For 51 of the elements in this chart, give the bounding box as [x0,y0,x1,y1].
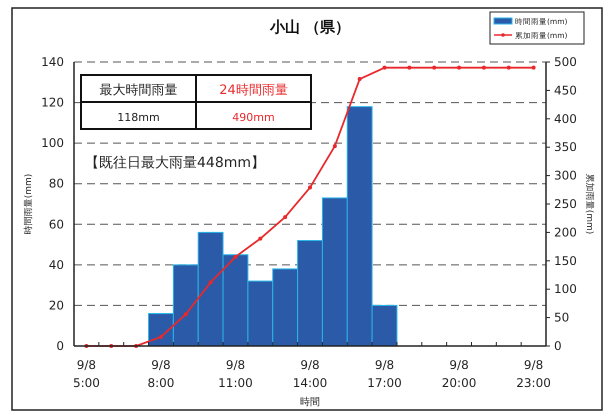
point [532,66,536,70]
y-tick-label: 20 [48,298,64,312]
point [382,66,387,70]
y-axis-title: 時間雨量(mm) [23,174,34,234]
text: 24時間雨量 [219,83,288,98]
y2-tick-label: 0 [554,339,562,353]
y2-tick-label: 200 [554,225,577,240]
point [308,186,312,190]
x-tick-label: 9/8 8:00 [147,358,174,390]
y2-tick-label: 150 [554,254,577,268]
y-tick-label: 40 [48,258,64,272]
y2-tick-label: 350 [554,140,577,154]
x-tick-label: 9/8 5:00 [72,358,100,390]
y2-axis-title: 累加雨量(mm) [584,174,595,234]
y-tick-label: 80 [48,176,64,191]
x-tick-label: 9/8 11:00 [218,358,253,390]
y2-tick-label: 50 [554,310,570,325]
point [233,254,238,259]
y2-tick-label: 300 [554,168,577,183]
point [158,334,163,339]
x-tick-label: 9/8 20:00 [442,358,476,390]
y2-tick-label: 100 [554,282,577,296]
y2-tick-label: 500 [554,55,577,69]
point [506,66,511,70]
point [407,66,412,70]
x-axis-title: 時間 [300,396,320,408]
y2-tick-label: 450 [554,83,577,98]
point [208,280,213,284]
annotation: 【既往日最大雨量448mm】 [85,155,265,171]
x-tick-label: 9/8 17:00 [367,358,402,390]
y-tick-label: 100 [41,136,64,150]
point [283,215,288,220]
y-tick-label: 60 [48,217,64,232]
point [184,312,188,316]
point [457,66,462,70]
text: 490mm [232,111,275,124]
text: 118mm [117,111,160,124]
y-tick-label: 140 [41,55,64,69]
y-tick-label: 120 [41,96,64,110]
point [482,66,486,70]
y2-tick-label: 250 [554,197,577,211]
y2-tick-label: 400 [554,112,577,126]
y-tick-label: 0 [56,339,64,353]
point [258,236,262,241]
point [432,66,436,70]
x-tick-label: 9/8 14:00 [292,358,328,390]
text: 最大時間雨量 [100,83,178,98]
x-tick-label: 9/8 23:00 [516,358,551,390]
point [332,144,337,148]
chart-title: 小山 （県） [268,18,350,36]
point [358,77,362,82]
